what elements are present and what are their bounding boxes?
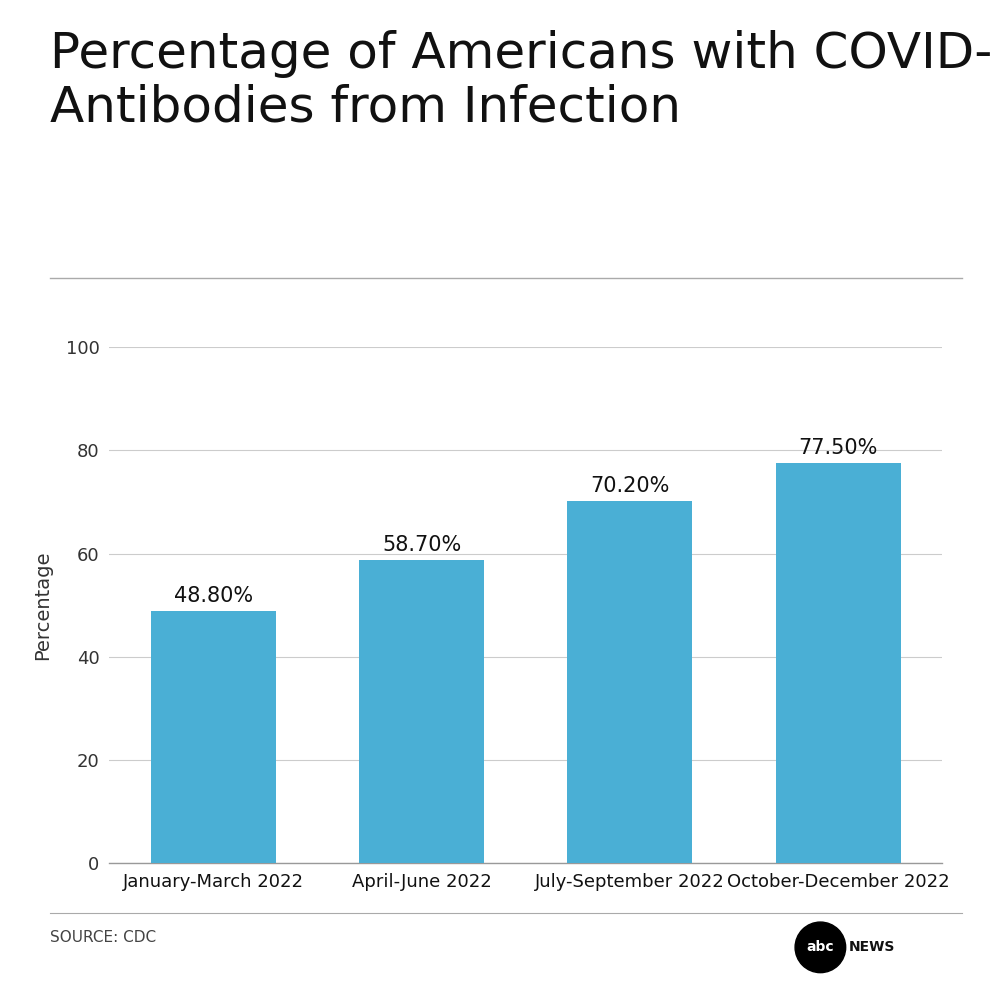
Bar — [567, 501, 692, 863]
Bar — [776, 463, 901, 863]
Text: SOURCE: CDC: SOURCE: CDC — [50, 930, 156, 945]
Circle shape — [796, 923, 845, 972]
Bar — [151, 611, 276, 863]
Text: 58.70%: 58.70% — [382, 535, 461, 556]
Text: 70.20%: 70.20% — [590, 476, 670, 496]
Text: 77.50%: 77.50% — [799, 438, 878, 458]
Text: Percentage of Americans with COVID-19
Antibodies from Infection: Percentage of Americans with COVID-19 An… — [50, 30, 992, 132]
Text: 48.80%: 48.80% — [174, 586, 253, 606]
Text: abc: abc — [806, 940, 834, 954]
Y-axis label: Percentage: Percentage — [33, 551, 52, 660]
Text: NEWS: NEWS — [849, 940, 895, 954]
Bar — [359, 560, 484, 863]
